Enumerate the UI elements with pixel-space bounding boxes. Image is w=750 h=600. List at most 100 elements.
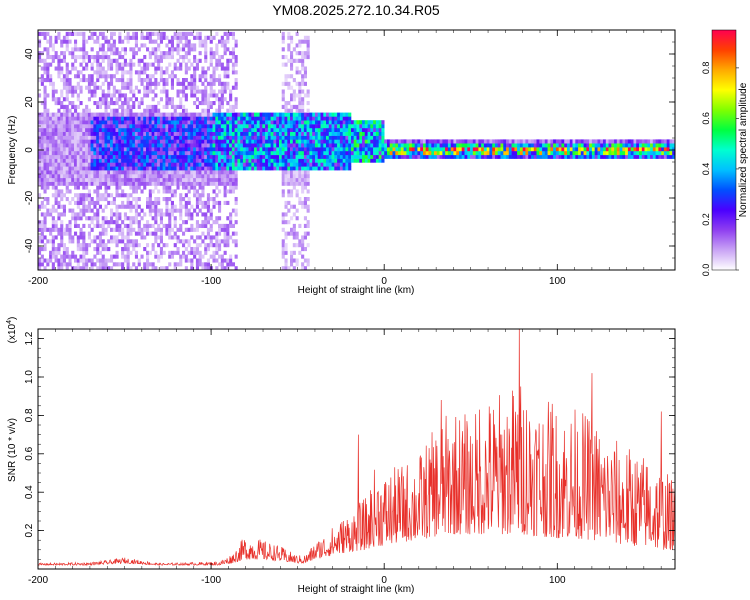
spectrogram-cell <box>301 131 305 136</box>
spectrogram-cell <box>292 124 296 129</box>
spectrogram-cell <box>301 97 305 102</box>
spectrogram-cell <box>182 250 186 255</box>
spectrogram-cell <box>201 143 205 148</box>
spectrogram-cell <box>209 235 213 240</box>
spectrogram-cell <box>223 89 227 94</box>
spectrogram-cell <box>104 170 108 175</box>
spectrogram-cell <box>176 47 180 52</box>
spectrogram-cell <box>519 151 523 156</box>
spectrogram-cell <box>170 81 174 86</box>
spectrogram-cell <box>112 124 116 129</box>
spectrogram-cell <box>367 120 371 125</box>
spectrogram-cell <box>129 104 133 109</box>
spectrogram-cell <box>140 120 144 125</box>
spectrogram-cell <box>118 131 122 136</box>
spectrogram-cell <box>190 143 194 148</box>
spectrogram-cell <box>193 147 197 152</box>
spectrogram-cell <box>76 223 80 228</box>
spectrogram-cell <box>129 147 133 152</box>
spectrogram-cell <box>110 227 114 232</box>
spectrogram-cell <box>614 147 618 152</box>
spectrogram-cell <box>301 154 305 159</box>
spectrogram-cell <box>96 66 100 71</box>
spectrogram-cell <box>79 78 83 83</box>
spectrogram-cell <box>82 127 86 132</box>
spectrogram-cell <box>168 154 172 159</box>
spectrogram-cell <box>575 139 579 144</box>
spectrogram-cell <box>259 112 263 117</box>
spectrogram-cell <box>345 127 349 132</box>
spectrogram-cell <box>445 151 449 156</box>
spectrogram-cell <box>292 127 296 132</box>
spectrogram-cell <box>572 139 576 144</box>
spectrogram-cell <box>428 139 432 144</box>
spectrogram-cell <box>121 204 125 209</box>
spectrogram-cell <box>123 212 127 217</box>
spectrogram-cell <box>184 39 188 44</box>
spectrogram-cell <box>154 174 158 179</box>
spectrogram-cell <box>517 151 521 156</box>
spectrogram-cell <box>630 139 634 144</box>
spectrogram-cell <box>90 197 94 202</box>
spectrogram-cell <box>176 143 180 148</box>
spectrogram-cell <box>165 166 169 171</box>
spectrogram-cell <box>62 170 66 175</box>
spectrogram-cell <box>190 247 194 252</box>
spectrogram-cell <box>193 58 197 63</box>
spectrogram-cell <box>101 216 105 221</box>
spectrogram-cell <box>107 220 111 225</box>
spectrogram-cell <box>96 135 100 140</box>
spectrogram-cell <box>209 112 213 117</box>
spectrogram-cell <box>162 31 166 36</box>
spectrogram-cell <box>331 112 335 117</box>
spectrogram-cell <box>126 97 130 102</box>
spectrogram-cell <box>146 143 150 148</box>
spectrogram-cell <box>115 208 119 213</box>
snr-series-line <box>38 329 675 567</box>
spectrogram-cell <box>57 31 61 36</box>
spectrogram-cell <box>198 51 202 56</box>
spectrogram-cell <box>74 143 78 148</box>
spectrogram-cell <box>303 51 307 56</box>
spectrogram-cell <box>154 158 158 163</box>
spectrogram-cell <box>129 62 133 67</box>
spectrogram-cell <box>209 127 213 132</box>
spectrogram-cell <box>143 139 147 144</box>
spectrogram-cell <box>470 154 474 159</box>
spectrogram-cell <box>159 231 163 236</box>
spectrogram-cell <box>132 239 136 244</box>
spectrogram-cell <box>251 162 255 167</box>
spectrogram-cell <box>110 35 114 40</box>
spectrogram-cell <box>212 120 216 125</box>
spectrogram-cell <box>436 154 440 159</box>
spectrogram-cell <box>204 262 208 267</box>
spectrogram-cell <box>201 43 205 48</box>
spectrogram-cell <box>187 162 191 167</box>
spectrogram-cell <box>104 151 108 156</box>
spectrogram-cell <box>301 66 305 71</box>
spectrogram-cell <box>209 55 213 60</box>
spectrogram-cell <box>301 189 305 194</box>
spectrogram-cell <box>121 93 125 98</box>
spectrogram-cell <box>140 101 144 106</box>
spectrogram-cell <box>154 227 158 232</box>
spectrogram-cell <box>98 135 102 140</box>
spectrogram-cell <box>40 162 44 167</box>
spectrogram-cell <box>328 127 332 132</box>
spectrogram-cell <box>112 74 116 79</box>
spectrogram-cell <box>295 143 299 148</box>
spectrogram-cell <box>215 143 219 148</box>
spectrogram-cell <box>301 127 305 132</box>
spectrogram-cell <box>123 70 127 75</box>
spectrogram-cell <box>195 120 199 125</box>
spectrogram-cell <box>506 147 510 152</box>
spectrogram-cell <box>159 124 163 129</box>
spectrogram-cell <box>40 204 44 209</box>
spectrogram-cell <box>140 81 144 86</box>
spectrogram-cell <box>218 131 222 136</box>
spectrogram-cell <box>43 174 47 179</box>
spectrogram-cell <box>403 154 407 159</box>
spectrogram-cell <box>40 254 44 259</box>
spectrogram-cell <box>51 170 55 175</box>
spectrogram-cell <box>575 147 579 152</box>
